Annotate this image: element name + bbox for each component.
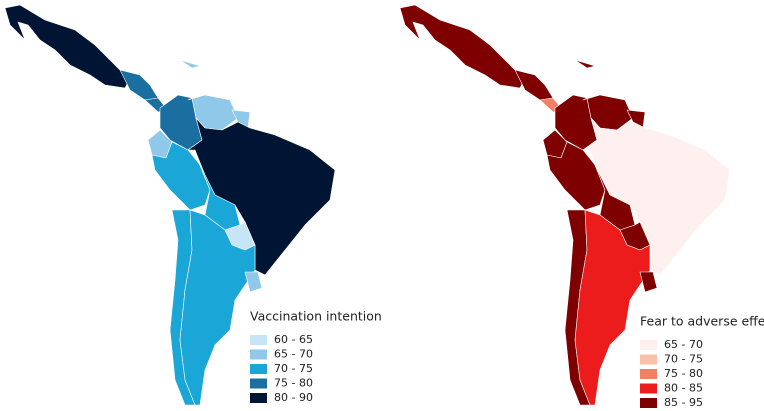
legend-label: 70 - 75 <box>274 362 313 375</box>
legend-label: 70 - 75 <box>664 353 703 366</box>
country <box>179 209 256 406</box>
legend-swatch <box>640 340 657 350</box>
legend-label: 65 - 70 <box>274 348 313 361</box>
legend-swatch <box>250 378 267 389</box>
legend-label: 65 - 70 <box>664 338 703 351</box>
country <box>187 117 336 276</box>
legend-swatch <box>250 364 267 374</box>
legend-label: 75 - 80 <box>664 367 703 380</box>
country <box>179 59 201 69</box>
country <box>574 209 651 406</box>
legend-label: 60 - 65 <box>274 333 313 346</box>
legend-label: 80 - 90 <box>274 391 313 404</box>
legend-label: 75 - 80 <box>274 377 313 390</box>
legend-title: Vaccination intention <box>250 309 382 324</box>
legend-label: 80 - 85 <box>664 382 703 395</box>
legend-swatch <box>640 383 657 394</box>
legend-swatch <box>250 335 267 345</box>
legend-label: 85 - 95 <box>664 396 703 409</box>
map <box>399 4 731 406</box>
country <box>574 59 596 69</box>
legend-swatch <box>250 393 267 403</box>
legend-swatch <box>250 349 267 360</box>
country <box>399 4 526 89</box>
map <box>4 4 336 406</box>
country <box>244 271 263 293</box>
legend-swatch <box>640 369 657 379</box>
country <box>4 4 131 89</box>
legend-title: Fear to adverse effects <box>640 314 764 329</box>
country <box>582 117 731 276</box>
legend-swatch <box>640 354 657 365</box>
country <box>639 271 658 293</box>
legend-swatch <box>640 398 657 408</box>
